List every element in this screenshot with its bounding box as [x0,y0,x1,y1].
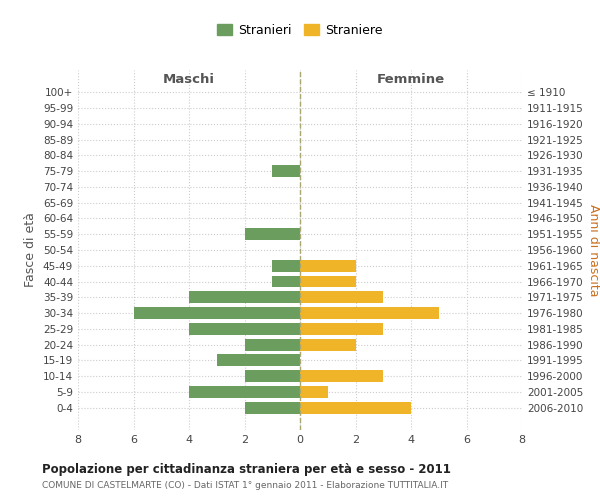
Bar [272,276,300,287]
Bar [300,276,355,287]
Bar [300,402,411,413]
Bar [133,307,300,319]
Bar [245,228,300,240]
Bar [245,370,300,382]
Bar [300,323,383,335]
Bar [300,260,355,272]
Bar [245,402,300,413]
Bar [189,292,300,303]
Bar [300,307,439,319]
Bar [189,323,300,335]
Bar [189,386,300,398]
Text: Femmine: Femmine [377,73,445,86]
Bar [272,260,300,272]
Y-axis label: Anni di nascita: Anni di nascita [587,204,600,296]
Bar [300,386,328,398]
Bar [272,165,300,177]
Text: COMUNE DI CASTELMARTE (CO) - Dati ISTAT 1° gennaio 2011 - Elaborazione TUTTITALI: COMUNE DI CASTELMARTE (CO) - Dati ISTAT … [42,481,448,490]
Text: Maschi: Maschi [163,73,215,86]
Bar [300,370,383,382]
Bar [245,338,300,350]
Bar [300,338,355,350]
Bar [300,292,383,303]
Bar [217,354,300,366]
Legend: Stranieri, Straniere: Stranieri, Straniere [212,18,388,42]
Y-axis label: Fasce di età: Fasce di età [25,212,37,288]
Text: Popolazione per cittadinanza straniera per età e sesso - 2011: Popolazione per cittadinanza straniera p… [42,462,451,475]
